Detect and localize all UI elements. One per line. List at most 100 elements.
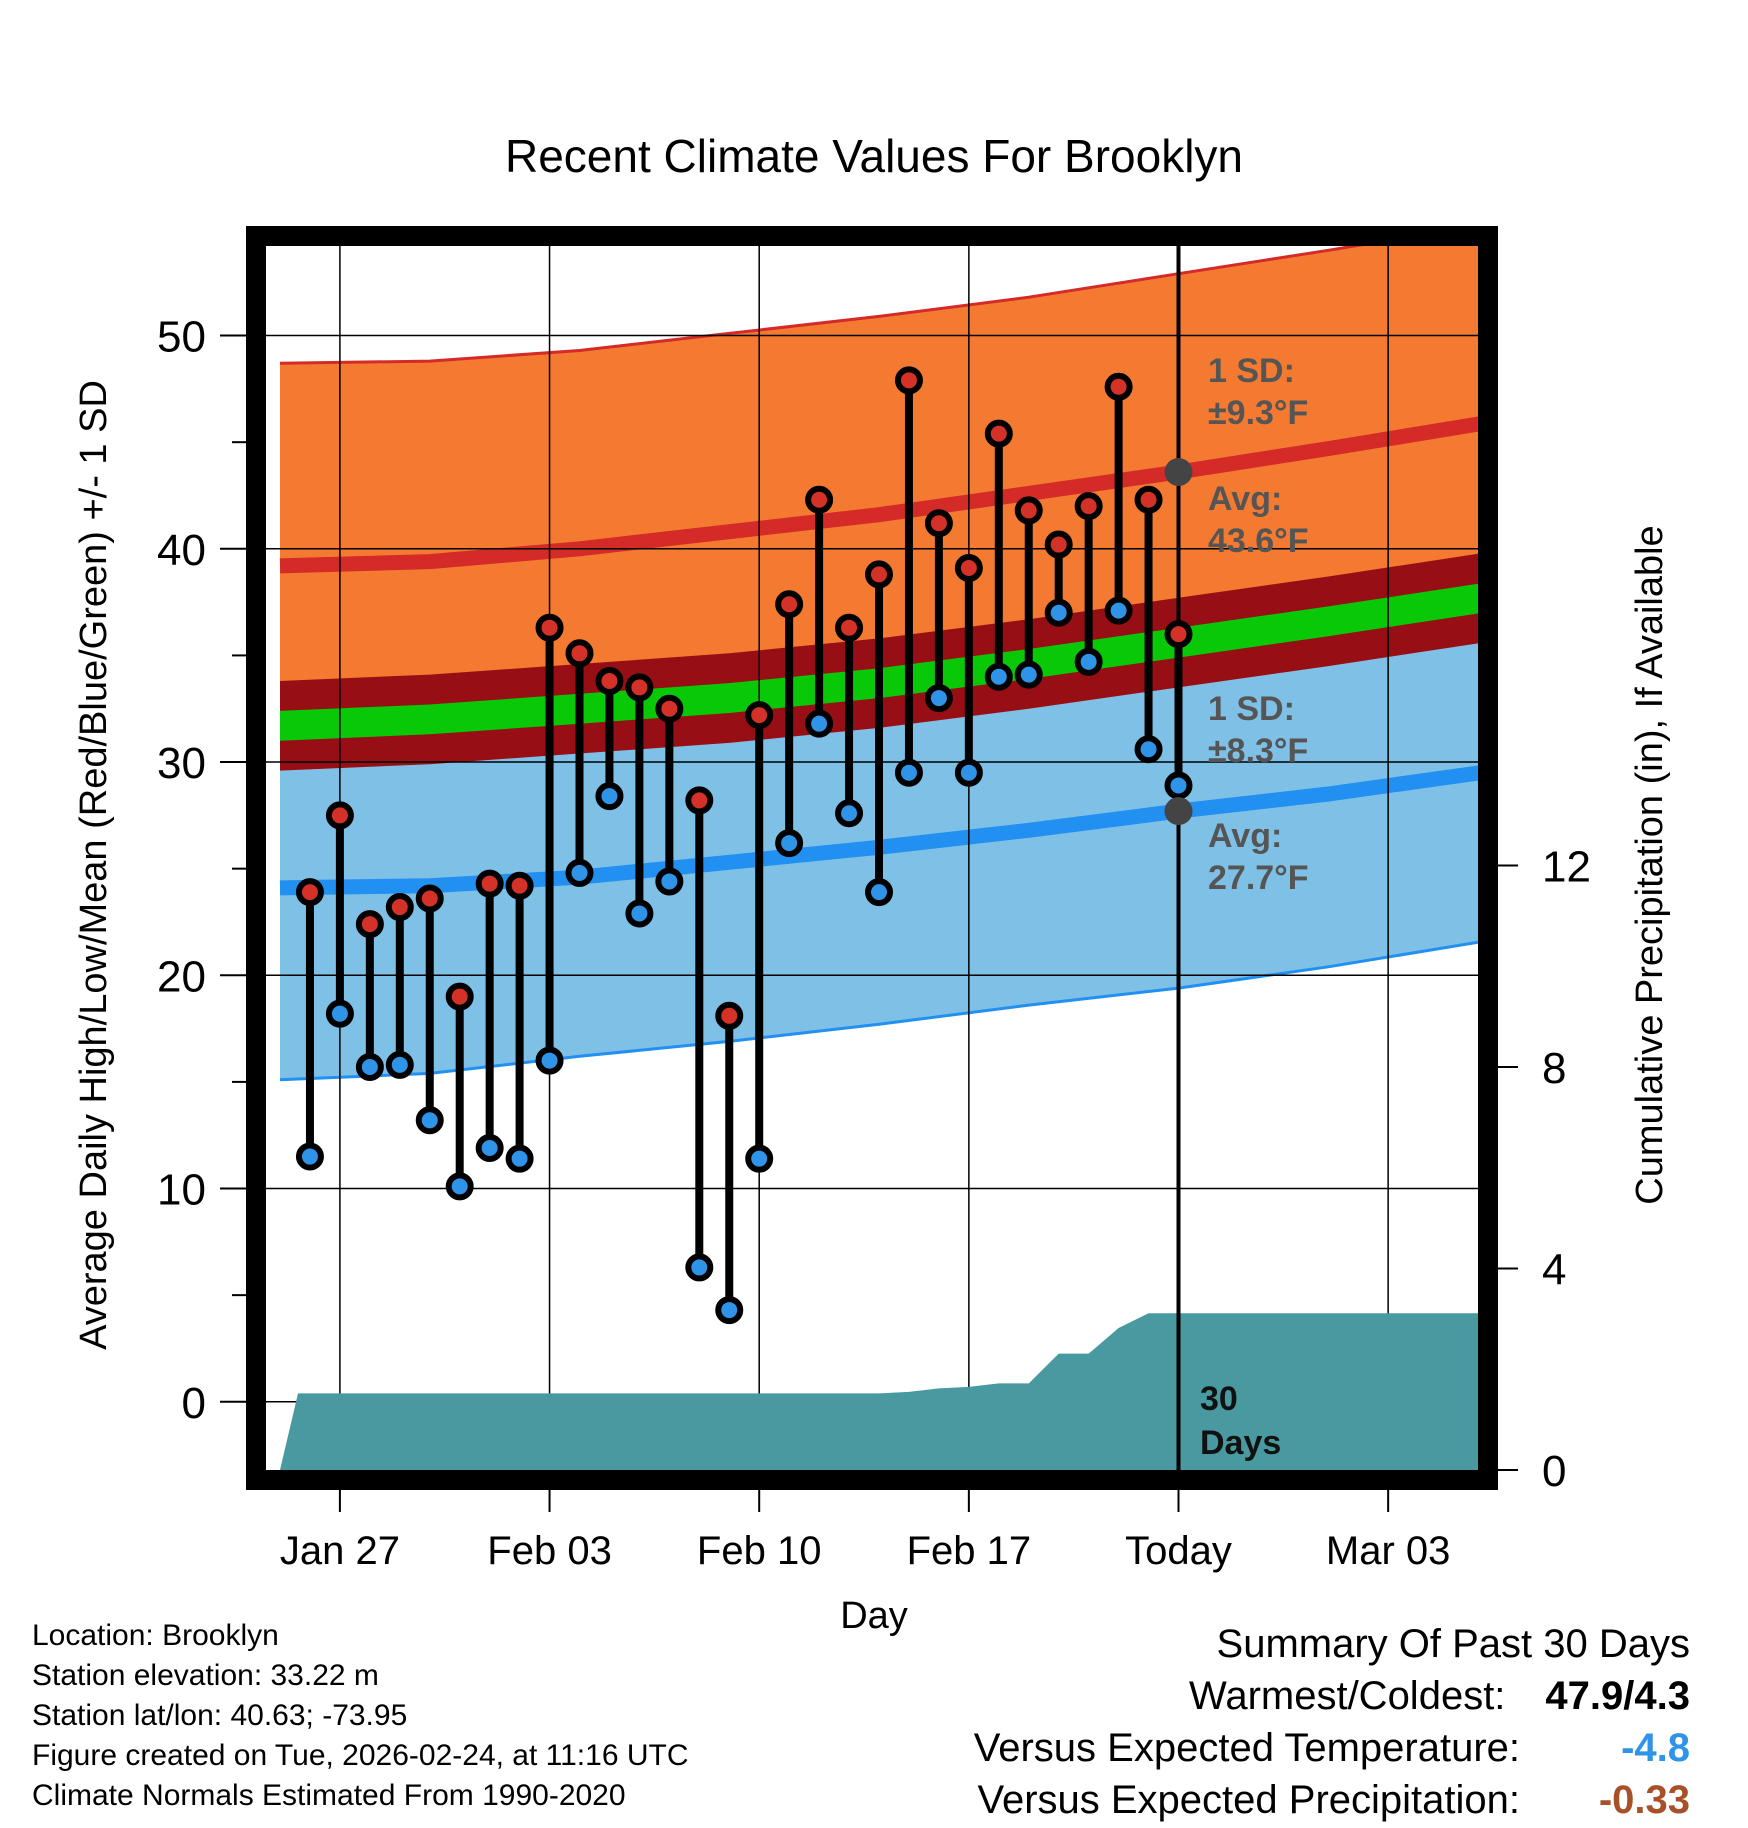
low-temp-dot xyxy=(595,782,624,811)
low-temp-dot xyxy=(625,899,654,928)
warmest-coldest-row: Warmest/Coldest: 47.9/4.3 xyxy=(974,1670,1690,1722)
temp-departure-row: Versus Expected Temperature: -4.8 xyxy=(974,1722,1690,1774)
high-temp-dot xyxy=(1044,530,1073,559)
y-tick-label: 10 xyxy=(157,1166,206,1215)
x-tick-label: Mar 03 xyxy=(1326,1529,1451,1573)
plot-frame xyxy=(246,226,1498,1490)
high-temp-dot xyxy=(1134,485,1163,514)
low-temp-dot xyxy=(355,1052,384,1081)
y-axis-label: Average Daily High/Low/Mean (Red/Blue/Gr… xyxy=(73,380,115,1350)
low-sd-label: 1 SD: xyxy=(1208,690,1295,728)
high-temp-dot xyxy=(1074,492,1103,521)
low-temp-dot xyxy=(505,1144,534,1173)
high-temp-dot xyxy=(355,910,384,939)
low-temp-dot xyxy=(295,1142,324,1171)
y2-tick-label: 12 xyxy=(1542,843,1591,892)
high-temp-dot xyxy=(865,560,893,589)
low-temp-dot xyxy=(1104,596,1133,625)
high-temp-dot xyxy=(715,1001,744,1030)
summary-title: Summary Of Past 30 Days xyxy=(1216,1622,1690,1666)
high-temp-dot xyxy=(1014,496,1043,525)
low-temp-dot xyxy=(775,829,804,858)
high-temp-dot xyxy=(325,801,354,830)
x-tick-label: Feb 10 xyxy=(697,1529,822,1573)
low-temp-dot xyxy=(325,999,354,1028)
temp-departure-value: -4.8 xyxy=(1621,1726,1690,1770)
high-temp-dot xyxy=(445,982,474,1011)
today-high-avg-marker xyxy=(1164,458,1193,487)
low-temp-dot xyxy=(924,684,953,713)
high-temp-dot xyxy=(475,869,504,898)
y-tick-label: 50 xyxy=(157,313,206,362)
low-temp-dot xyxy=(1014,660,1043,689)
x-tick-label: Jan 27 xyxy=(280,1529,400,1573)
y2-tick-label: 8 xyxy=(1542,1044,1566,1093)
high-temp-dot xyxy=(505,871,534,900)
low-temp-dot xyxy=(475,1134,504,1163)
low-temp-dot xyxy=(685,1253,714,1282)
high-temp-dot xyxy=(565,639,594,668)
station-info: Location: Brooklyn Station elevation: 33… xyxy=(32,1616,689,1816)
precip-departure-row: Versus Expected Precipitation: -0.33 xyxy=(974,1774,1690,1826)
x-axis-label: Day xyxy=(840,1595,908,1637)
high-temp-dot xyxy=(595,667,624,696)
high-sd-value: ±9.3°F xyxy=(1208,394,1308,432)
high-temp-dot xyxy=(954,553,983,582)
high-temp-dot xyxy=(1104,372,1133,401)
low-temp-dot xyxy=(415,1106,444,1135)
low-temp-dot xyxy=(1134,735,1163,764)
low-temp-dot xyxy=(715,1296,744,1325)
high-temp-dot xyxy=(655,694,684,723)
x-tick-label: Feb 17 xyxy=(907,1529,1032,1573)
days-count: 30 xyxy=(1200,1380,1238,1418)
annotations: 1 SD: ±9.3°F Avg: 43.6°F 1 SD: ±8.3°F Av… xyxy=(1200,352,1309,1462)
low-temp-dot xyxy=(385,1050,414,1079)
temp-departure-label: Versus Expected Temperature: xyxy=(973,1726,1520,1770)
low-temp-dot xyxy=(865,878,893,907)
high-temp-dot xyxy=(894,366,923,395)
high-temp-dot xyxy=(984,419,1013,448)
high-temp-dot xyxy=(1164,620,1193,649)
created-text: Figure created on Tue, 2026-02-24, at 11… xyxy=(32,1739,689,1772)
high-temp-dot xyxy=(924,509,953,538)
low-lower-line xyxy=(279,940,1478,1082)
y-tick-label: 0 xyxy=(182,1379,206,1428)
y-tick-label: 20 xyxy=(157,952,206,1001)
low-temp-dot xyxy=(565,858,594,887)
high-temp-dot xyxy=(805,485,834,514)
high-temp-dot xyxy=(625,673,654,702)
high-avg-label: Avg: xyxy=(1208,480,1282,518)
high-sd-label: 1 SD: xyxy=(1208,352,1295,390)
high-temp-dot xyxy=(295,878,324,907)
high-avg-value: 43.6°F xyxy=(1208,522,1309,560)
y2-tick-label: 0 xyxy=(1542,1447,1566,1496)
latlon-text: Station lat/lon: 40.63; -73.95 xyxy=(32,1699,408,1732)
y-tick-label: 40 xyxy=(157,526,206,575)
high-temp-dot xyxy=(685,786,714,815)
high-temp-dot xyxy=(415,884,444,913)
high-avg-line xyxy=(279,416,1478,574)
low-temp-dot xyxy=(894,758,923,787)
low-avg-value: 27.7°F xyxy=(1208,859,1309,897)
days-label: Days xyxy=(1200,1424,1281,1462)
low-temp-dot xyxy=(445,1172,474,1201)
elevation-text: Station elevation: 33.22 m xyxy=(32,1659,379,1692)
low-temp-dot xyxy=(535,1046,564,1075)
plot-content xyxy=(266,246,1478,1470)
x-tick-label: Feb 03 xyxy=(487,1529,612,1573)
precip-departure-value: -0.33 xyxy=(1598,1778,1690,1822)
low-temp-dot xyxy=(1074,647,1103,676)
low-avg-label: Avg: xyxy=(1208,817,1282,855)
location-text: Location: Brooklyn xyxy=(32,1619,279,1652)
low-temp-dot xyxy=(954,758,983,787)
warmest-coldest-label: Warmest/Coldest: xyxy=(1189,1674,1506,1718)
y-tick-label: 30 xyxy=(157,739,206,788)
y2-tick-label: 4 xyxy=(1542,1246,1566,1295)
high-temp-dot xyxy=(775,590,804,619)
precip-area xyxy=(280,1313,1478,1470)
summary-panel: Summary Of Past 30 Days Warmest/Coldest:… xyxy=(974,1618,1690,1826)
warmest-coldest-value: 47.9/4.3 xyxy=(1545,1674,1690,1718)
high-temp-dot xyxy=(835,613,864,642)
plot-area: 0 10 20 30 40 50 0 4 8 12 Jan 27 Feb 03 Feb 10 Feb 17… xyxy=(157,226,1591,1573)
low-temp-dot xyxy=(1164,771,1193,800)
